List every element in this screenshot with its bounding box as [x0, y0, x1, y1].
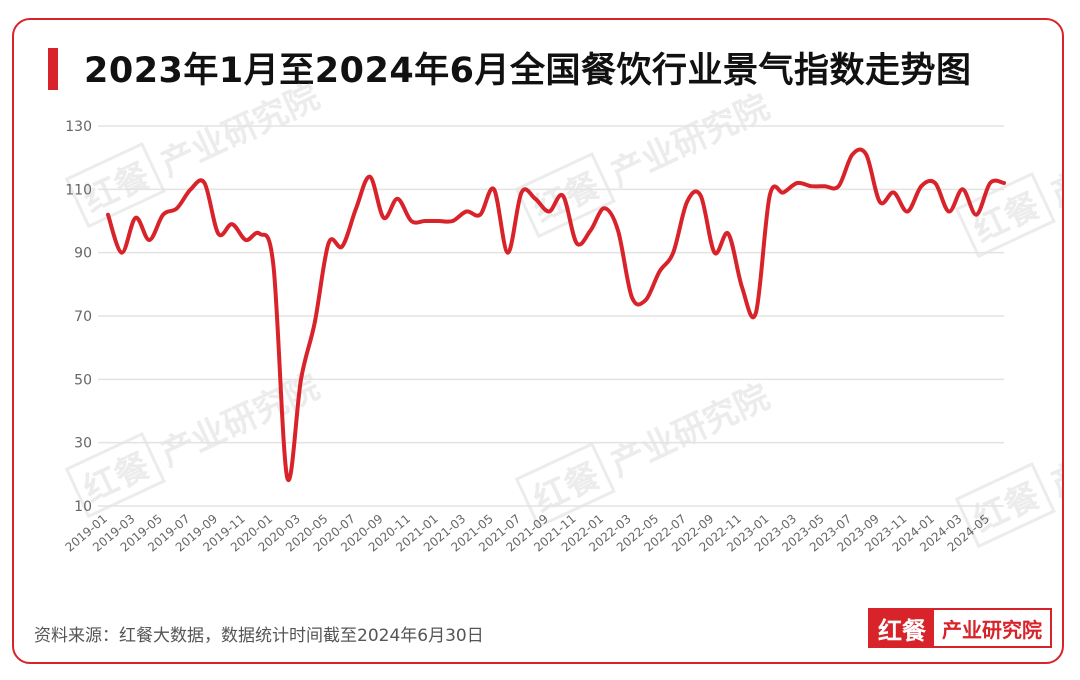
data-point — [423, 219, 427, 223]
data-point — [216, 232, 220, 236]
data-point — [630, 295, 634, 299]
data-point — [327, 241, 331, 245]
data-point — [809, 184, 813, 188]
data-point — [506, 251, 510, 255]
data-point — [437, 219, 441, 223]
data-point — [451, 219, 455, 223]
data-point — [161, 213, 165, 217]
data-point — [768, 194, 772, 198]
data-point — [396, 197, 400, 201]
data-point — [244, 238, 248, 242]
data-point — [409, 219, 413, 223]
data-point — [547, 210, 551, 214]
logo-text: 产业研究院 — [934, 610, 1050, 646]
data-point — [616, 229, 620, 233]
y-tick-label: 110 — [65, 182, 92, 198]
data-point — [271, 263, 275, 267]
data-point — [313, 320, 317, 324]
data-point — [147, 238, 151, 242]
data-point — [685, 200, 689, 204]
data-point — [354, 206, 358, 210]
data-point — [134, 216, 138, 220]
data-point — [258, 232, 262, 236]
series-line — [106, 147, 1006, 483]
data-point — [795, 181, 799, 185]
data-point — [520, 191, 524, 195]
data-point — [561, 194, 565, 198]
data-point — [947, 210, 951, 214]
data-point — [906, 210, 910, 214]
data-point — [299, 377, 303, 381]
data-point — [203, 181, 207, 185]
data-point — [892, 191, 896, 195]
data-point — [382, 216, 386, 220]
title-accent-bar — [48, 48, 58, 90]
data-point — [657, 270, 661, 274]
data-point — [699, 194, 703, 198]
data-point — [106, 213, 110, 217]
y-tick-label: 130 — [65, 119, 92, 135]
data-point — [533, 197, 537, 201]
data-point — [864, 153, 868, 157]
logo-mark: 红餐 — [870, 610, 934, 646]
data-point — [713, 251, 717, 255]
data-point — [823, 184, 827, 188]
y-tick-label: 30 — [74, 436, 92, 452]
y-tick-label: 90 — [74, 246, 92, 262]
data-point — [850, 153, 854, 157]
data-point — [961, 187, 965, 191]
data-point — [464, 210, 468, 214]
data-point — [726, 232, 730, 236]
data-point — [740, 286, 744, 290]
data-point — [644, 298, 648, 302]
data-point — [285, 476, 289, 480]
data-point — [1002, 181, 1006, 185]
data-point — [492, 187, 496, 191]
data-point — [837, 184, 841, 188]
data-point — [974, 213, 978, 217]
data-point — [754, 311, 758, 315]
brand-logo: 红餐 产业研究院 — [868, 608, 1052, 648]
line-chart: 10305070901101302019-012019-032019-05201… — [63, 119, 1006, 555]
source-note: 资料来源：红餐大数据，数据统计时间截至2024年6月30日 — [34, 626, 484, 646]
data-point — [175, 206, 179, 210]
data-point — [478, 213, 482, 217]
y-tick-label: 70 — [74, 309, 92, 325]
data-point — [120, 251, 124, 255]
chart-title: 2023年1月至2024年6月全国餐饮行业景气指数走势图 — [84, 51, 972, 91]
data-point — [340, 244, 344, 248]
y-tick-label: 10 — [74, 499, 92, 515]
data-point — [602, 206, 606, 210]
data-point — [988, 181, 992, 185]
data-point — [781, 191, 785, 195]
y-tick-label: 50 — [74, 372, 92, 388]
data-point — [671, 251, 675, 255]
data-point — [230, 222, 234, 226]
data-point — [933, 181, 937, 185]
data-point — [878, 200, 882, 204]
chart-card: 2023年1月至2024年6月全国餐饮行业景气指数走势图 红餐产业研究院 红餐产… — [12, 18, 1064, 664]
data-point — [589, 229, 593, 233]
data-point — [189, 187, 193, 191]
data-point — [368, 175, 372, 179]
data-point — [919, 184, 923, 188]
data-point — [575, 241, 579, 245]
